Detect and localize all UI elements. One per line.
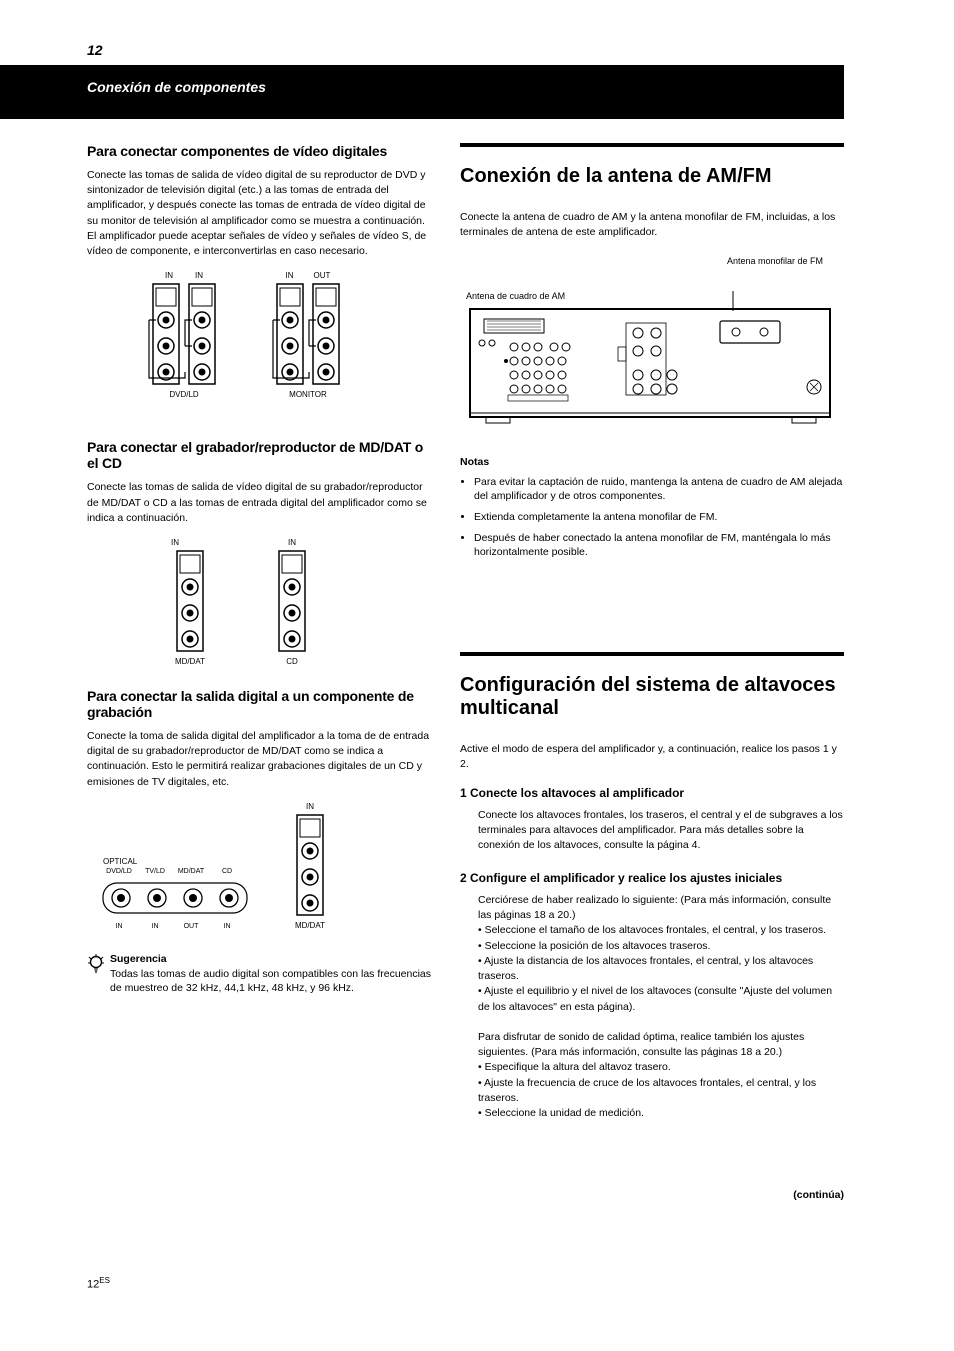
label-in: IN [306,802,314,811]
label-small: MD/DAT [173,868,209,875]
paragraph-multichannel-intro: Active el modo de espera del amplificado… [460,742,844,772]
connection-cables-icon [193,349,453,350]
label-md-dat: MD/DAT [295,921,325,930]
left-column: Para conectar componentes de vídeo digit… [87,143,433,996]
label-out: OUT [314,271,331,280]
tip-text: Sugerencia Todas las tomas de audio digi… [110,952,433,996]
tip-header: Sugerencia [110,953,167,965]
paragraph-digital-output: Conecte la toma de salida digital del am… [87,729,433,790]
note-item: Para evitar la captación de ruido, mante… [474,475,844,504]
divider [460,143,844,147]
diagram-optical-out: OPTICAL DVD/LD TV/LD MD/DAT CD IN IN [87,802,433,930]
label-in: IN [165,271,173,280]
note-item: Extienda completamente la antena monofil… [474,510,844,525]
label-dvd-ld: DVD/LD [169,390,198,399]
heading-digital-output: Para conectar la salida digital a un com… [87,688,433,720]
note-item: Después de haber conectado la antena mon… [474,531,844,560]
divider [460,652,844,656]
label-md-dat: MD/DAT [175,657,205,666]
label-am-antenna: Antena de cuadro de AM [466,291,566,301]
page-number-bottom: 12ES [87,1276,110,1291]
label-in: IN [286,271,294,280]
label-in: IN [288,538,296,547]
paragraph-digital-video: Conecte las tomas de salida de vídeo dig… [87,168,433,259]
connector-block-icon [169,547,211,655]
continue-marker: (continúa) [460,1189,844,1201]
diagram-md-cd: IN IN MD/DAT IN [87,538,433,666]
connector-block-icon [145,280,223,388]
label-small: DVD/LD [101,868,137,875]
label-monitor: MONITOR [289,390,327,399]
label-cd: CD [286,657,298,666]
connector-block-icon [269,280,347,388]
steps-block: 1 Conecte los altavoces al amplificador … [460,785,844,1122]
right-column: Conexión de la antena de AM/FM Conecte l… [460,143,844,1201]
heading-antenna: Conexión de la antena de AM/FM [460,165,844,188]
label-fm-antenna: Antena monofilar de FM [727,256,844,266]
step-2-header: 2 Configure el amplificador y realice lo… [460,870,844,887]
connector-block-icon [271,547,313,655]
lightbulb-icon [87,954,105,981]
diagram-dvd-monitor: IN IN DVD/LD [87,271,433,417]
heading-digital-video: Para conectar componentes de vídeo digit… [87,143,433,159]
tip-body: Todas las tomas de audio digital son com… [110,968,431,995]
label-out: OUT [173,923,209,930]
tip-block: Sugerencia Todas las tomas de audio digi… [87,952,433,996]
rear-panel-diagram: Antena monofilar de FM [460,256,844,441]
label-small: CD [209,868,245,875]
heading-multichannel: Configuración del sistema de altavoces m… [460,674,844,720]
step-1-header: 1 Conecte los altavoces al amplificador [460,785,844,802]
paragraph-antenna: Conecte la antena de cuadro de AM y la a… [460,210,844,240]
connector-block-icon [289,811,331,919]
optical-row-icon [101,877,249,921]
page-number-top: 12 [87,42,103,58]
label-in: IN [195,271,203,280]
notes-block: Notas Para evitar la captación de ruido,… [460,455,844,560]
heading-md-dat-cd: Para conectar el grabador/reproductor de… [87,439,433,471]
step-2-body: Cerciórese de haber realizado lo siguien… [460,893,844,1121]
label-small: TV/LD [137,868,173,875]
notes-title: Notas [460,455,844,470]
step-1-body: Conecte los altavoces frontales, los tra… [460,808,844,854]
paragraph-md-dat-cd: Conecte las tomas de salida de vídeo dig… [87,480,433,526]
section-title: Conexión de componentes [87,79,266,95]
label-optical: OPTICAL [103,857,249,866]
label-in: IN [171,538,179,547]
